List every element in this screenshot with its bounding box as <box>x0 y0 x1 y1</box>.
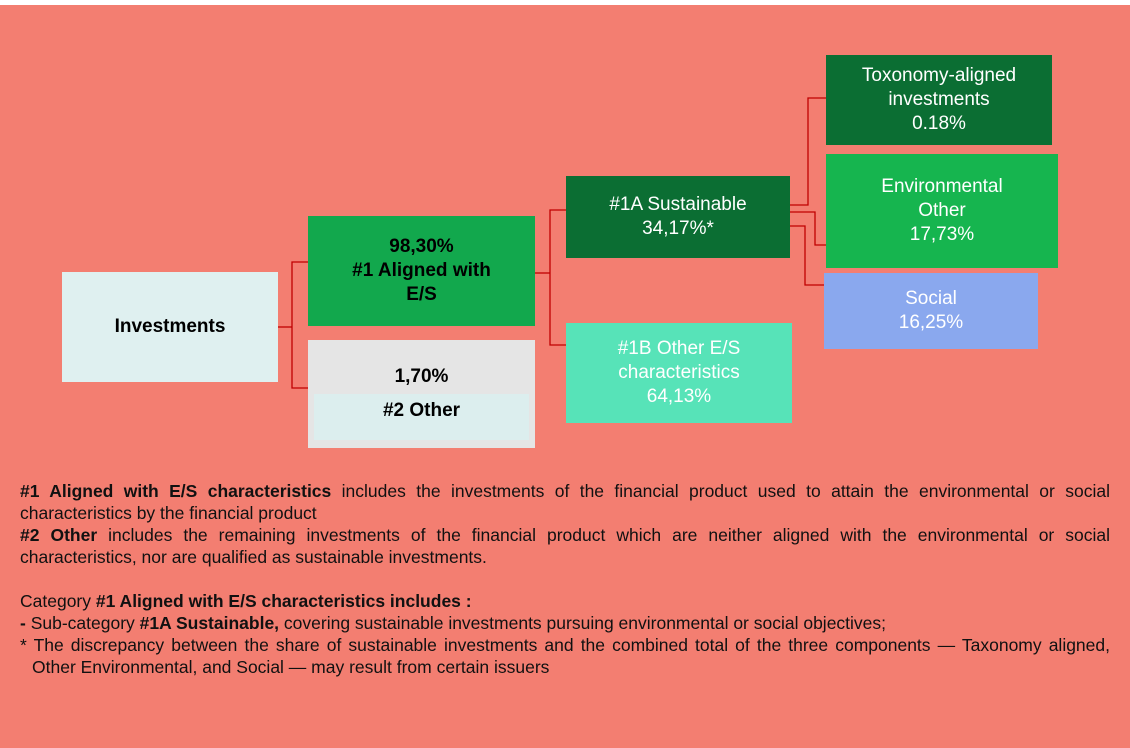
note-text: includes the investments of the financia… <box>20 481 1110 523</box>
node-label: 1,70% <box>394 366 449 387</box>
node-label: Investments <box>114 316 226 337</box>
node-box: Environmental Other 17,73% <box>826 154 1058 268</box>
node-box: #1A Sustainable 34,17%* <box>566 176 790 258</box>
node-box: 1,70% #2 Other <box>308 340 535 448</box>
note-text: Sub-category <box>25 613 140 633</box>
note-text: #2 Other <box>20 525 98 545</box>
node-label: 0.18% <box>912 113 966 134</box>
node-label: #1A Sustainable <box>609 194 747 215</box>
inner-panel <box>314 394 529 440</box>
node-label: #2 Other <box>382 400 461 421</box>
node-box: Toxonomy-aligned investments 0.18% <box>826 55 1052 145</box>
note-text: covering sustainable investments pursuin… <box>279 613 887 633</box>
connectors <box>278 97 826 389</box>
top-strip <box>0 0 1130 5</box>
node-label: Environmental <box>881 176 1003 197</box>
node-label: 17,73% <box>909 224 975 245</box>
note-paragraph: #2 Other includes the remaining investme… <box>20 524 1110 568</box>
note-text: - <box>20 613 26 633</box>
node-label: investments <box>888 89 990 110</box>
node-label: characteristics <box>618 362 740 383</box>
node-box: #1B Other E/S characteristics 64,13% <box>566 323 792 423</box>
node-label: E/S <box>406 284 437 305</box>
node-label: 98,30% <box>389 236 454 257</box>
note-text: Category <box>20 591 96 611</box>
node-box: 98,30% #1 Aligned with E/S <box>308 216 535 326</box>
note-text: #1 Aligned with E/S characteristics incl… <box>95 591 472 611</box>
note-paragraph: * The discrepancy between the share of s… <box>20 634 1110 678</box>
connector <box>291 261 308 389</box>
connector <box>790 211 826 246</box>
note-paragraph: - Sub-category #1A Sustainable, covering… <box>20 612 1110 634</box>
node-label: 34,17%* <box>642 218 714 239</box>
node-label: Social <box>905 288 957 309</box>
notes: #1 Aligned with E/S characteristics incl… <box>20 480 1110 678</box>
node-label: #1B Other E/S <box>617 338 741 359</box>
note-text: includes the remaining investments of th… <box>20 525 1110 567</box>
node-label: 64,13% <box>646 386 712 407</box>
note-text: #1 Aligned with E/S characteristics <box>20 481 332 501</box>
connector <box>549 209 566 346</box>
note-text: #1A Sustainable, <box>139 613 280 633</box>
node-box: Social 16,25% <box>824 273 1038 349</box>
node-box: Investments <box>62 272 278 382</box>
note-paragraph: #1 Aligned with E/S characteristics incl… <box>20 480 1110 524</box>
note-text: * The discrepancy between the share of s… <box>20 635 1110 677</box>
node-label: Other <box>918 200 966 221</box>
note-paragraph: Category #1 Aligned with E/S characteris… <box>20 590 1110 612</box>
node-label: 16,25% <box>898 312 964 333</box>
connector <box>790 97 826 206</box>
node-label: Toxonomy-aligned <box>861 65 1017 86</box>
node-label: #1 Aligned with <box>352 260 491 281</box>
connector <box>790 225 824 286</box>
